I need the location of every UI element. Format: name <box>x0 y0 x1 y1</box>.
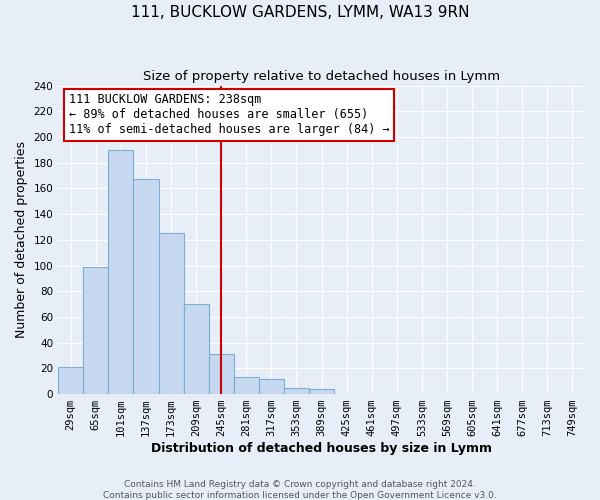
Title: Size of property relative to detached houses in Lymm: Size of property relative to detached ho… <box>143 70 500 83</box>
Bar <box>109 150 133 394</box>
Bar <box>184 304 209 394</box>
Y-axis label: Number of detached properties: Number of detached properties <box>15 142 28 338</box>
Bar <box>133 180 158 394</box>
Bar <box>309 389 334 394</box>
Bar <box>58 367 83 394</box>
Bar <box>83 267 109 394</box>
Text: 111 BUCKLOW GARDENS: 238sqm
← 89% of detached houses are smaller (655)
11% of se: 111 BUCKLOW GARDENS: 238sqm ← 89% of det… <box>69 94 389 136</box>
Bar <box>259 378 284 394</box>
Bar <box>209 354 234 394</box>
Text: Contains HM Land Registry data © Crown copyright and database right 2024.
Contai: Contains HM Land Registry data © Crown c… <box>103 480 497 500</box>
Bar <box>158 234 184 394</box>
Bar <box>234 378 259 394</box>
Bar <box>284 388 309 394</box>
Text: 111, BUCKLOW GARDENS, LYMM, WA13 9RN: 111, BUCKLOW GARDENS, LYMM, WA13 9RN <box>131 5 469 20</box>
X-axis label: Distribution of detached houses by size in Lymm: Distribution of detached houses by size … <box>151 442 492 455</box>
